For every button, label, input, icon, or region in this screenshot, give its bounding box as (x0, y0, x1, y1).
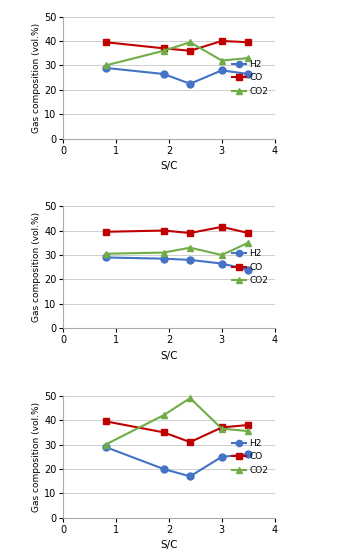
CO (246, 39, 250, 46)
Y-axis label: Gas composition (vol.%): Gas composition (vol.%) (32, 402, 41, 512)
CO2 (246, 55, 250, 61)
CO2 (188, 39, 192, 46)
CO2 (162, 47, 166, 54)
CO (188, 230, 192, 236)
CO (103, 229, 108, 235)
CO2 (103, 62, 108, 69)
Line: CO: CO (102, 418, 252, 446)
Line: H2: H2 (102, 64, 252, 87)
H2 (162, 255, 166, 262)
CO (246, 230, 250, 236)
H2 (103, 64, 108, 71)
CO2 (103, 441, 108, 448)
CO2 (220, 57, 224, 64)
Legend: H2, CO, CO2: H2, CO, CO2 (231, 58, 270, 98)
Y-axis label: Gas composition (vol.%): Gas composition (vol.%) (32, 23, 41, 133)
CO (246, 422, 250, 428)
Y-axis label: Gas composition (vol.%): Gas composition (vol.%) (32, 212, 41, 322)
CO2 (103, 251, 108, 257)
H2 (103, 444, 108, 450)
H2 (220, 453, 224, 460)
Line: CO: CO (102, 37, 252, 54)
Line: CO: CO (102, 223, 252, 236)
H2 (162, 466, 166, 472)
CO (220, 224, 224, 230)
X-axis label: S/C: S/C (160, 161, 178, 171)
Line: H2: H2 (102, 444, 252, 480)
CO (162, 45, 166, 52)
Line: CO2: CO2 (102, 39, 252, 69)
X-axis label: S/C: S/C (160, 351, 178, 361)
H2 (246, 266, 250, 273)
CO (188, 439, 192, 445)
H2 (188, 473, 192, 480)
H2 (162, 71, 166, 77)
CO2 (220, 252, 224, 258)
H2 (103, 254, 108, 261)
CO (103, 39, 108, 46)
Line: H2: H2 (102, 254, 252, 273)
H2 (188, 257, 192, 263)
CO2 (220, 425, 224, 432)
CO (162, 227, 166, 234)
H2 (246, 71, 250, 77)
H2 (188, 80, 192, 87)
Legend: H2, CO, CO2: H2, CO, CO2 (231, 247, 270, 287)
CO (188, 47, 192, 54)
Line: CO2: CO2 (102, 239, 252, 258)
CO2 (246, 240, 250, 246)
CO (220, 424, 224, 431)
CO2 (162, 249, 166, 256)
CO2 (188, 244, 192, 251)
X-axis label: S/C: S/C (160, 541, 178, 550)
Legend: H2, CO, CO2: H2, CO, CO2 (231, 437, 270, 477)
H2 (246, 451, 250, 458)
H2 (220, 260, 224, 267)
CO (220, 37, 224, 44)
CO (162, 429, 166, 436)
Line: CO2: CO2 (102, 395, 252, 448)
H2 (220, 67, 224, 74)
CO2 (162, 412, 166, 419)
CO (103, 418, 108, 425)
CO2 (188, 395, 192, 401)
CO2 (246, 428, 250, 434)
